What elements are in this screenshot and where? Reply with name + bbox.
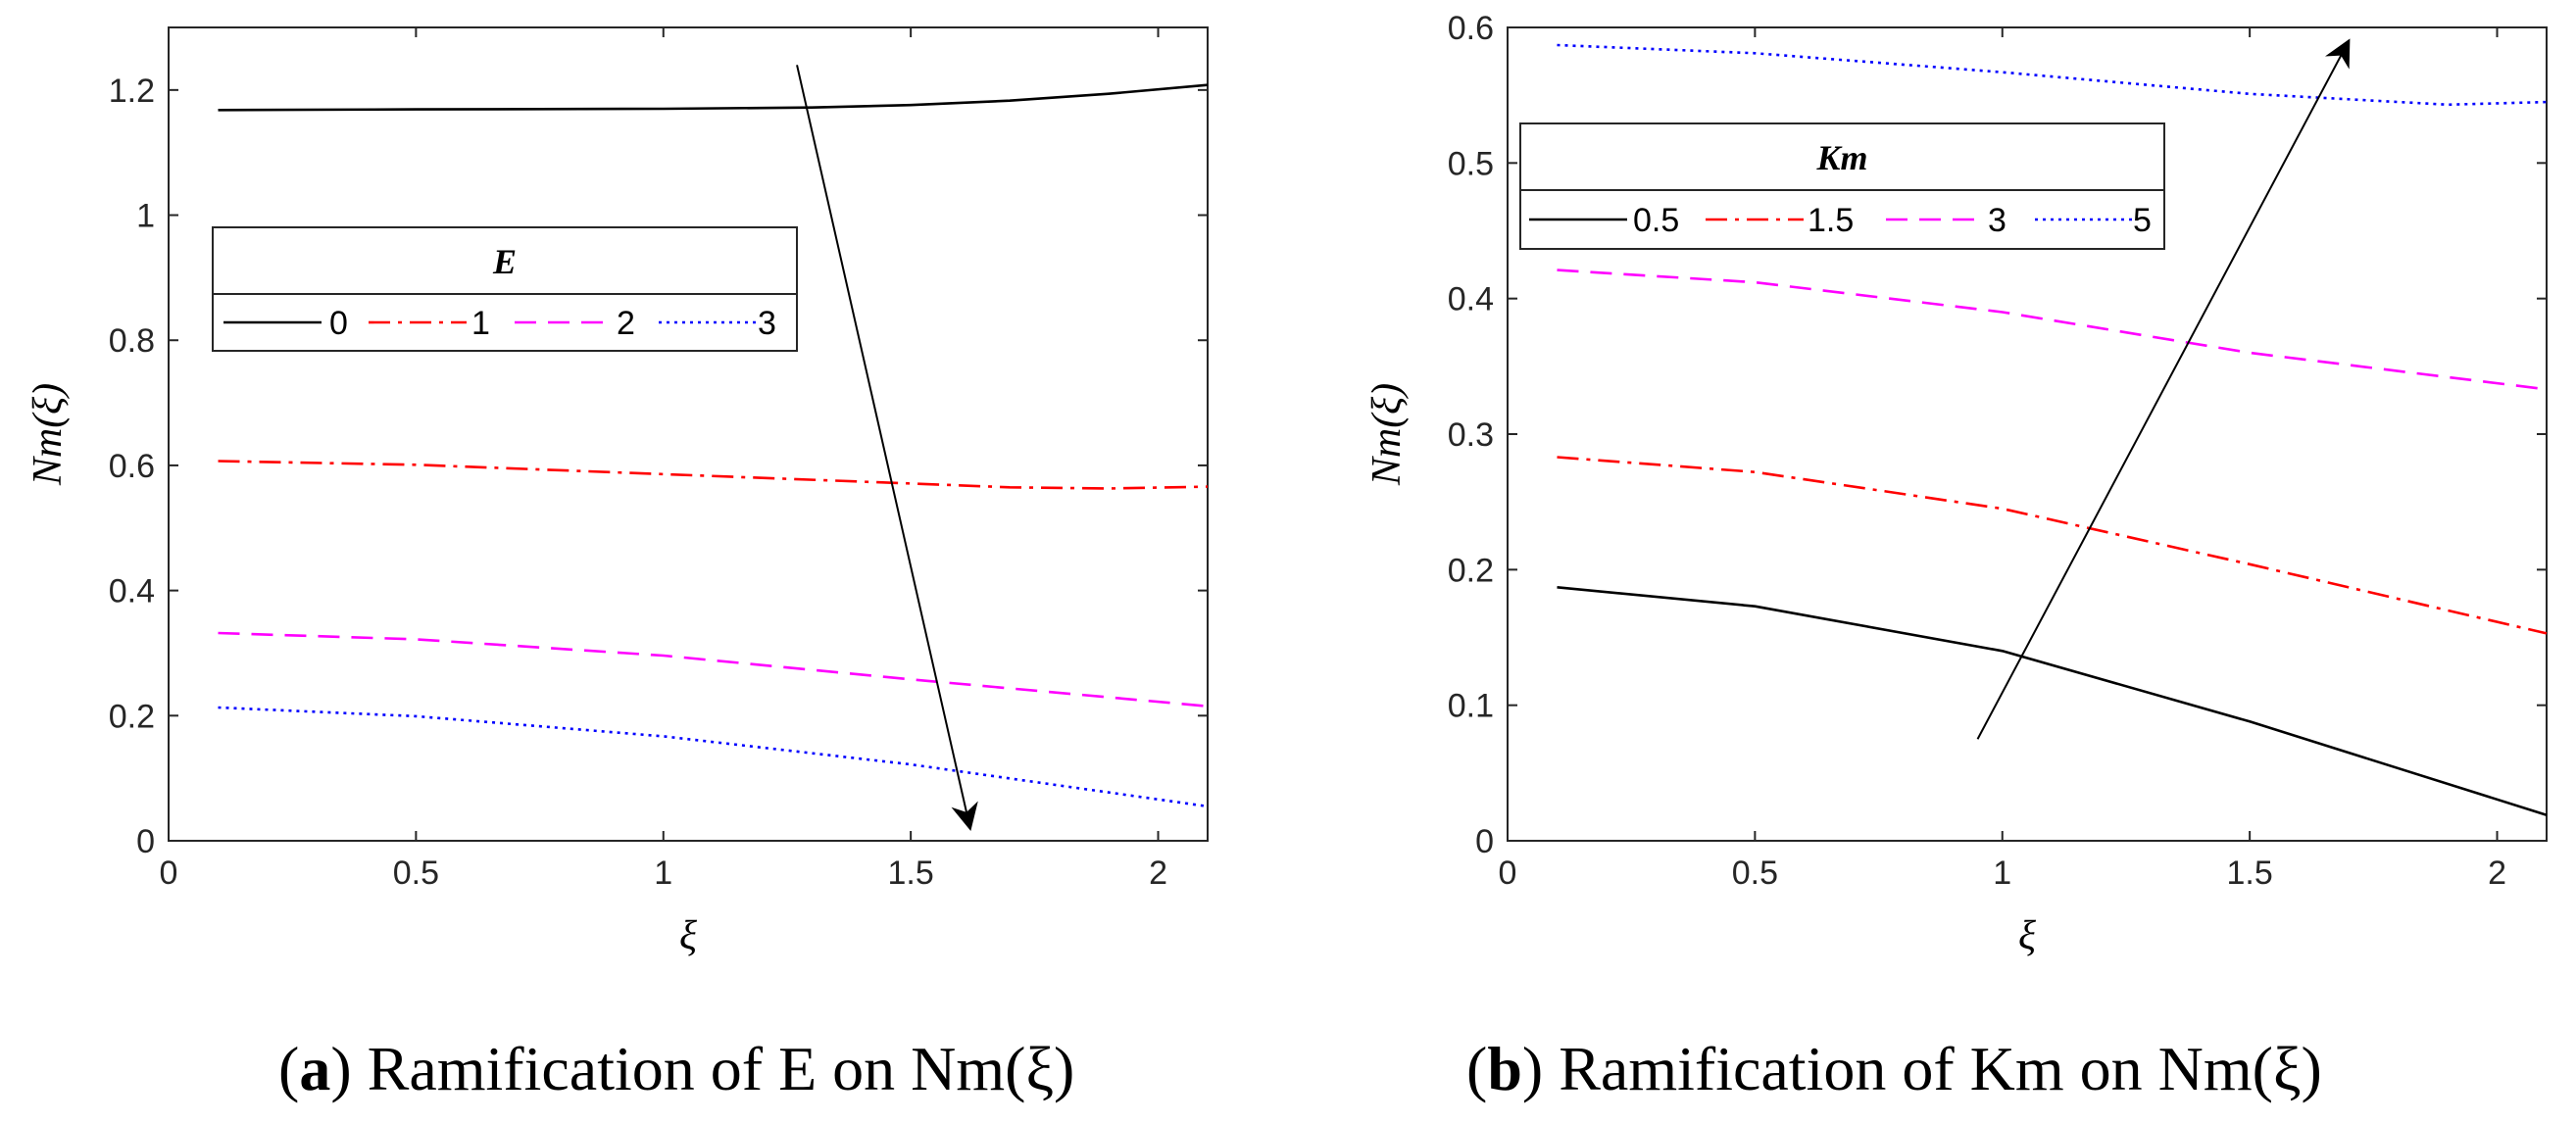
y-tick-label-b: 0 bbox=[1475, 823, 1494, 860]
caption-a: (a) Ramification of E on Nm(ξ) bbox=[278, 1034, 1074, 1103]
series-line-b-1 bbox=[1557, 586, 2548, 816]
y-tick-label-a: 0.2 bbox=[109, 698, 155, 735]
y-tick-label-a: 0 bbox=[136, 823, 155, 860]
y-axis-label-b: Nm(ξ) bbox=[1364, 383, 1410, 486]
y-tick-label-b: 0.3 bbox=[1448, 416, 1494, 454]
caption-b-tag: b bbox=[1487, 1034, 1522, 1103]
y-tick-label-a: 1 bbox=[136, 198, 155, 235]
x-tick-label-a: 0.5 bbox=[393, 854, 439, 892]
x-axis-label-b: ξ bbox=[2018, 913, 2036, 958]
legend-label-b-1: 0.5 bbox=[1633, 202, 1679, 239]
y-tick-label-a: 0.6 bbox=[109, 448, 155, 485]
legend-box-b bbox=[1519, 122, 2165, 250]
y-tick-label-b: 0.5 bbox=[1448, 145, 1494, 182]
legend-label-a-4: 3 bbox=[758, 305, 776, 342]
y-axis-label-a: Nm(ξ) bbox=[25, 383, 71, 486]
y-tick-label-b: 0.1 bbox=[1448, 688, 1494, 725]
caption-a-tag: a bbox=[299, 1034, 330, 1103]
series-line-b-4 bbox=[1557, 43, 2548, 107]
x-tick-label-b: 1 bbox=[1993, 854, 2011, 892]
legend-box-a bbox=[212, 226, 798, 352]
x-axis-label-a: ξ bbox=[679, 913, 697, 958]
trend-arrow-a bbox=[796, 65, 978, 831]
legend-label-b-4: 5 bbox=[2133, 202, 2152, 239]
x-tick-label-b: 0.5 bbox=[1732, 854, 1778, 892]
legend-label-a-3: 2 bbox=[617, 305, 635, 342]
plot-area-a bbox=[168, 26, 1209, 842]
caption-b: (b) Ramification of Km on Nm(ξ) bbox=[1466, 1034, 2322, 1103]
x-tick-label-b: 1.5 bbox=[2227, 854, 2273, 892]
panel-b-chart: 0 0.5 1 1.5 2 0 0.1 0.2 0.3 0.4 0.5 0.6 ξ Nm(ξ) Km 0.5 1… bbox=[1364, 10, 2548, 958]
x-tick-label-a: 2 bbox=[1149, 854, 1167, 892]
panel-b-legend-title: Km bbox=[1815, 138, 1867, 177]
y-tick-label-a: 0.4 bbox=[109, 573, 155, 610]
panel-a-legend-title: E bbox=[492, 242, 517, 281]
x-tick-label-b: 2 bbox=[2488, 854, 2506, 892]
series-line-a-3 bbox=[218, 631, 1209, 708]
y-tick-label-b: 0.6 bbox=[1448, 10, 1494, 47]
series-line-a-1 bbox=[218, 83, 1209, 112]
x-tick-label-a: 0 bbox=[160, 854, 178, 892]
x-tick-label-a: 1.5 bbox=[888, 854, 934, 892]
caption-b-text: Ramification of Km on Nm(ξ) bbox=[1559, 1034, 2322, 1103]
trend-arrow-b bbox=[1976, 38, 2351, 740]
y-tick-label-a: 1.2 bbox=[109, 73, 155, 110]
x-tick-label-a: 1 bbox=[654, 854, 672, 892]
y-tick-label-b: 0.2 bbox=[1448, 552, 1494, 589]
x-tick-label-b: 0 bbox=[1499, 854, 1517, 892]
y-tick-label-a: 0.8 bbox=[109, 322, 155, 360]
legend-label-a-1: 0 bbox=[329, 305, 348, 342]
legend-label-b-2: 1.5 bbox=[1808, 202, 1854, 239]
series-line-b-3 bbox=[1557, 269, 2548, 391]
series-line-a-2 bbox=[218, 460, 1209, 490]
legend-label-a-2: 1 bbox=[471, 305, 490, 342]
series-line-b-2 bbox=[1557, 456, 2548, 635]
legend-label-b-3: 3 bbox=[1988, 202, 2006, 239]
y-tick-label-b: 0.4 bbox=[1448, 281, 1494, 318]
caption-a-text: Ramification of E on Nm(ξ) bbox=[368, 1034, 1075, 1103]
panel-a-chart: 0 0.5 1 1.5 2 0 0.2 0.4 0.6 0.8 1 1.2 ξ Nm(ξ) E 0 1 2 3 bbox=[25, 26, 1209, 958]
